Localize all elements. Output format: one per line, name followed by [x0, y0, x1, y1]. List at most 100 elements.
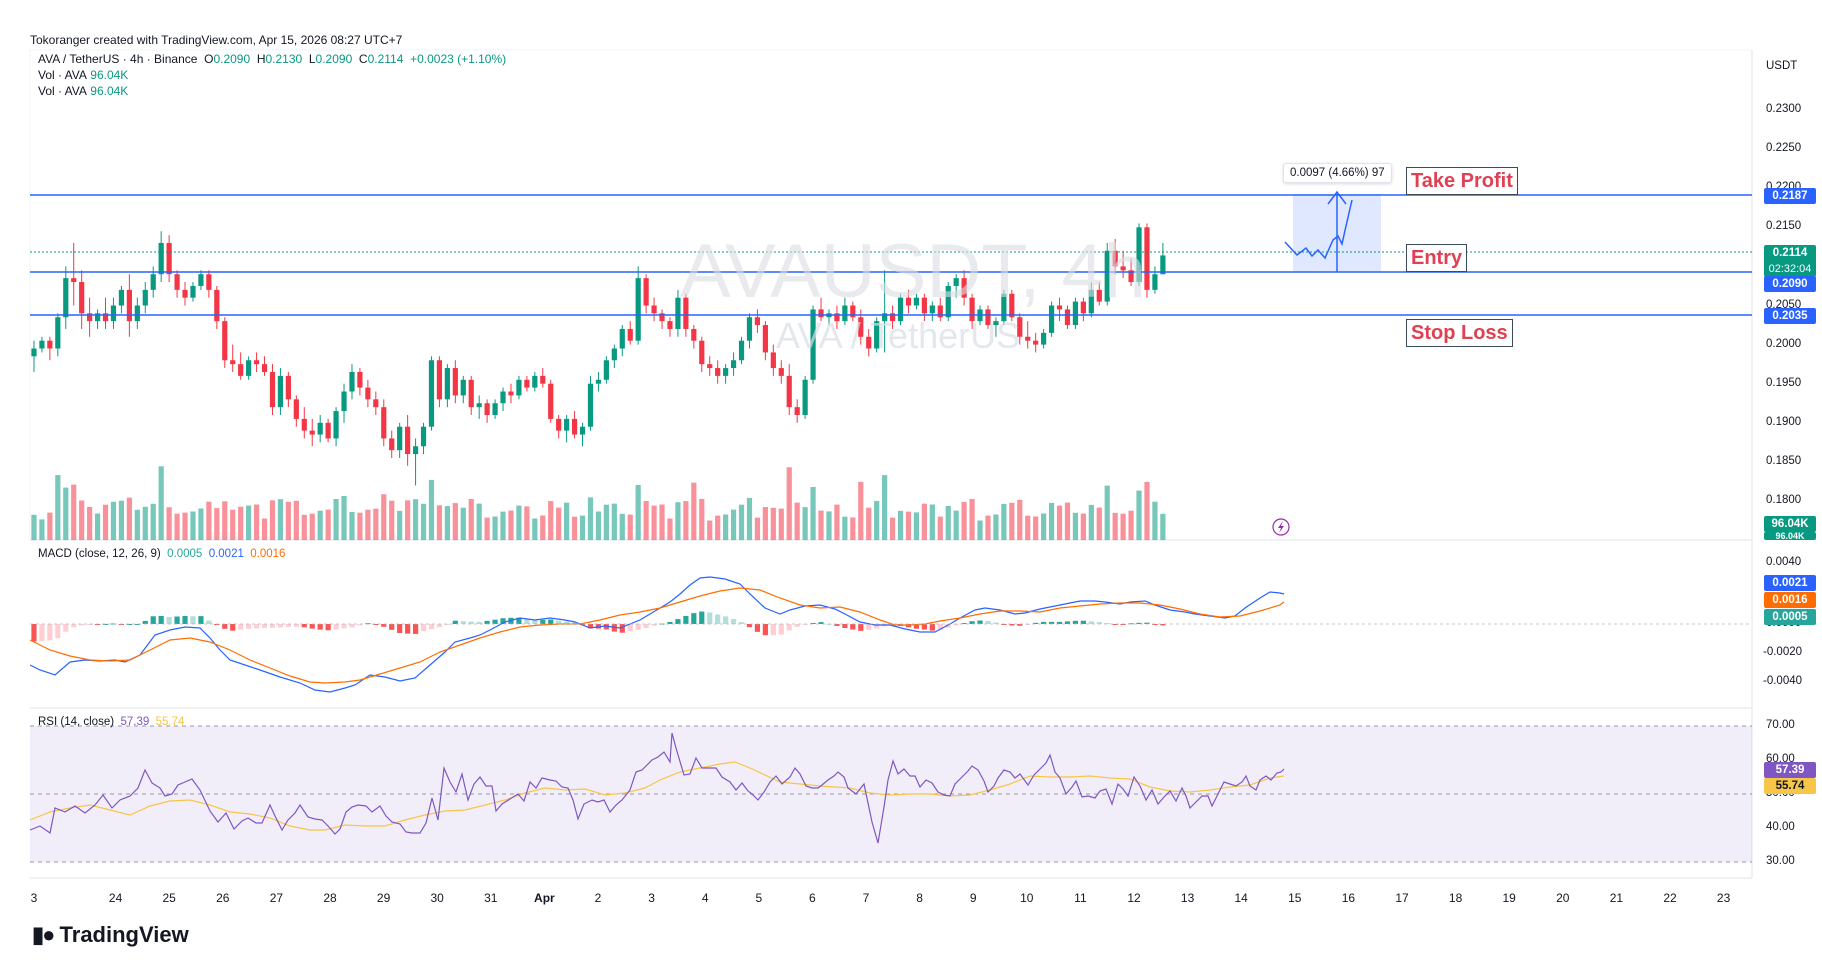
candle [71, 278, 77, 283]
volume-bar [1096, 507, 1102, 540]
volume-bar [866, 507, 872, 540]
macd-hist-bar [349, 624, 355, 628]
candle [1009, 293, 1015, 318]
volume-bar [929, 504, 935, 540]
stop-loss-label[interactable]: Stop Loss [1406, 319, 1513, 347]
candle [134, 305, 140, 322]
macd-hist-bar [357, 624, 363, 626]
volume-bar [1001, 503, 1007, 540]
volume-bar [261, 518, 268, 540]
macd-hist-bar [94, 624, 101, 625]
macd-hist-bar [269, 624, 276, 628]
macd-hist-bar [810, 622, 816, 624]
rsi-ma-value: 55.74 [155, 716, 185, 728]
candle [47, 340, 53, 349]
entry-label[interactable]: Entry [1406, 244, 1468, 272]
candle [87, 313, 93, 322]
time-tick: 2 [594, 891, 602, 905]
macd-hist-bar [39, 624, 45, 642]
candle [1152, 274, 1158, 290]
time-tick: 22 [1663, 891, 1677, 905]
candle [730, 360, 737, 369]
candle [1144, 227, 1150, 290]
volume-bar [794, 502, 800, 540]
volume-bar [707, 520, 713, 540]
time-tick: 3 [30, 891, 38, 905]
volume-bar [921, 503, 927, 540]
candle [810, 309, 816, 380]
macd-hist-bar [452, 620, 458, 624]
take-profit-badge: 0.2187 [1764, 188, 1816, 204]
macd-hist-bar [1128, 623, 1134, 625]
volume-bar [889, 517, 896, 540]
macd-hist-bar [261, 624, 268, 629]
volume-bar [468, 499, 474, 540]
candle [778, 368, 784, 376]
watermark-symbol: AVAUSDT, 4h [680, 229, 1147, 314]
volume-bar [174, 513, 180, 540]
volume-bar [778, 508, 784, 540]
macd-hist-bar [1120, 624, 1126, 625]
volume-bar [619, 513, 625, 540]
candle [39, 340, 45, 349]
macd-hist-bar [858, 624, 864, 631]
volume-bar [484, 517, 490, 540]
high-label: H [256, 52, 266, 66]
macd-hist-bar [246, 624, 252, 629]
price-tick: 0.1900 [1766, 415, 1802, 428]
volume-bar [1144, 481, 1150, 540]
volume-bar [548, 501, 554, 540]
candle [754, 317, 761, 326]
volume-bar [126, 497, 132, 540]
candle [850, 305, 856, 318]
candle [269, 371, 276, 408]
candle [603, 360, 609, 380]
candle [118, 289, 125, 306]
macd-hist-bar [746, 624, 753, 628]
macd-hist-bar [190, 616, 196, 624]
volume-bar [913, 512, 920, 540]
price-tick: 0.2250 [1766, 142, 1802, 155]
volume-bar [230, 509, 236, 540]
volume-bar [94, 513, 101, 540]
volume-bar [635, 485, 641, 540]
candle [452, 368, 458, 396]
time-tick: 27 [269, 891, 284, 905]
symbol-line: AVA / TetherUS · 4h · Binance [38, 52, 198, 66]
macd-legend: MACD (close, 12, 26, 9) 0.0005 0.0021 0.… [38, 548, 285, 560]
volume-bar [699, 498, 705, 540]
volume-bar [874, 500, 880, 540]
macd-hist-bar [1144, 622, 1150, 624]
tradingview-wordmark: TradingView [59, 922, 189, 947]
macd-hist-bar [730, 619, 737, 624]
signal-line [29, 587, 1285, 684]
volume-bar [293, 500, 299, 540]
tradingview-logo[interactable]: ▮● TradingView [32, 922, 189, 948]
volume-bar [269, 500, 276, 540]
candle [834, 313, 840, 322]
macd-hist-bar [500, 618, 506, 624]
candle [1064, 309, 1071, 326]
volume-bar [850, 517, 856, 540]
candle [31, 348, 37, 357]
volume-bar [190, 511, 196, 540]
volume-bar [150, 503, 156, 540]
candle [961, 278, 967, 298]
take-profit-label[interactable]: Take Profit [1406, 167, 1518, 195]
macd-hist-bar [548, 619, 554, 624]
candle [532, 375, 538, 388]
macd-hist-bar [222, 624, 228, 629]
volume-bar [373, 508, 379, 540]
price-tick: 0.1800 [1766, 494, 1802, 506]
time-tick: 29 [376, 891, 391, 905]
macd-hist-bar [253, 624, 260, 629]
candle [1033, 340, 1039, 345]
macd-hist-bar [556, 620, 562, 624]
volume-bar [492, 516, 498, 540]
candle [293, 399, 299, 419]
change-value: +0.0023 (+1.10%) [410, 52, 507, 66]
macd-hist-bar [102, 623, 109, 625]
volume-bar [1064, 502, 1071, 540]
macd-tick: -0.0020 [1763, 646, 1803, 658]
time-tick: 12 [1127, 891, 1141, 905]
